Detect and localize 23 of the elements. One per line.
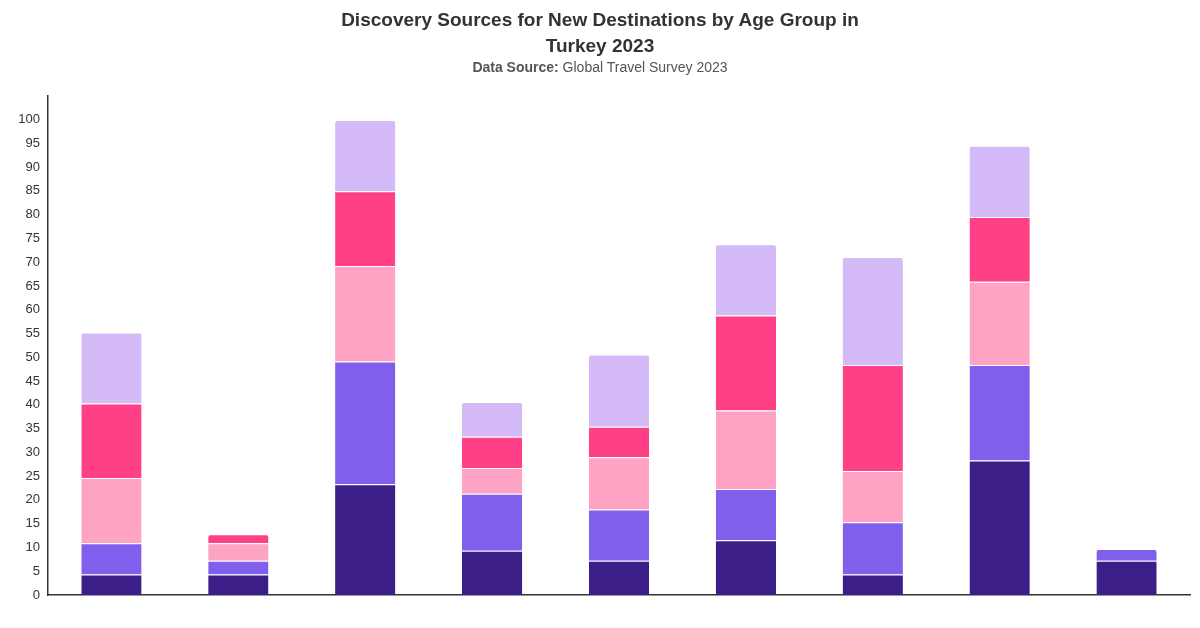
chart-title: Discovery Sources for New Destinations by Age Group in Turkey 2023 [340, 8, 860, 58]
y-tick-label: 20 [25, 491, 40, 507]
y-tick-label: 75 [25, 230, 40, 246]
y-tick-label: 55 [25, 325, 40, 341]
y-tick-label: 50 [25, 348, 40, 364]
y-tick-label: 40 [25, 396, 40, 412]
y-tick-label: 100 [18, 111, 40, 127]
y-tick-label: 0 [32, 586, 40, 602]
y-tick-label: 95 [25, 134, 40, 150]
y-tick-label: 15 [25, 515, 40, 531]
y-tick-label: 35 [25, 420, 40, 436]
y-tick-label: 85 [25, 182, 40, 198]
y-tick-label: 30 [25, 443, 40, 459]
y-tick-label: 25 [25, 467, 40, 483]
chart-subtitle: Data Source: Global Travel Survey 2023 [471, 59, 729, 75]
y-tick-label: 5 [32, 562, 40, 578]
y-tick-label: 45 [25, 372, 40, 388]
y-tick-label: 70 [25, 253, 40, 269]
y-tick-label: 10 [25, 539, 40, 555]
y-tick-label: 60 [25, 301, 40, 317]
y-tick-label: 90 [25, 158, 40, 174]
y-tick-label: 80 [25, 206, 40, 222]
y-tick-label: 65 [25, 277, 40, 293]
